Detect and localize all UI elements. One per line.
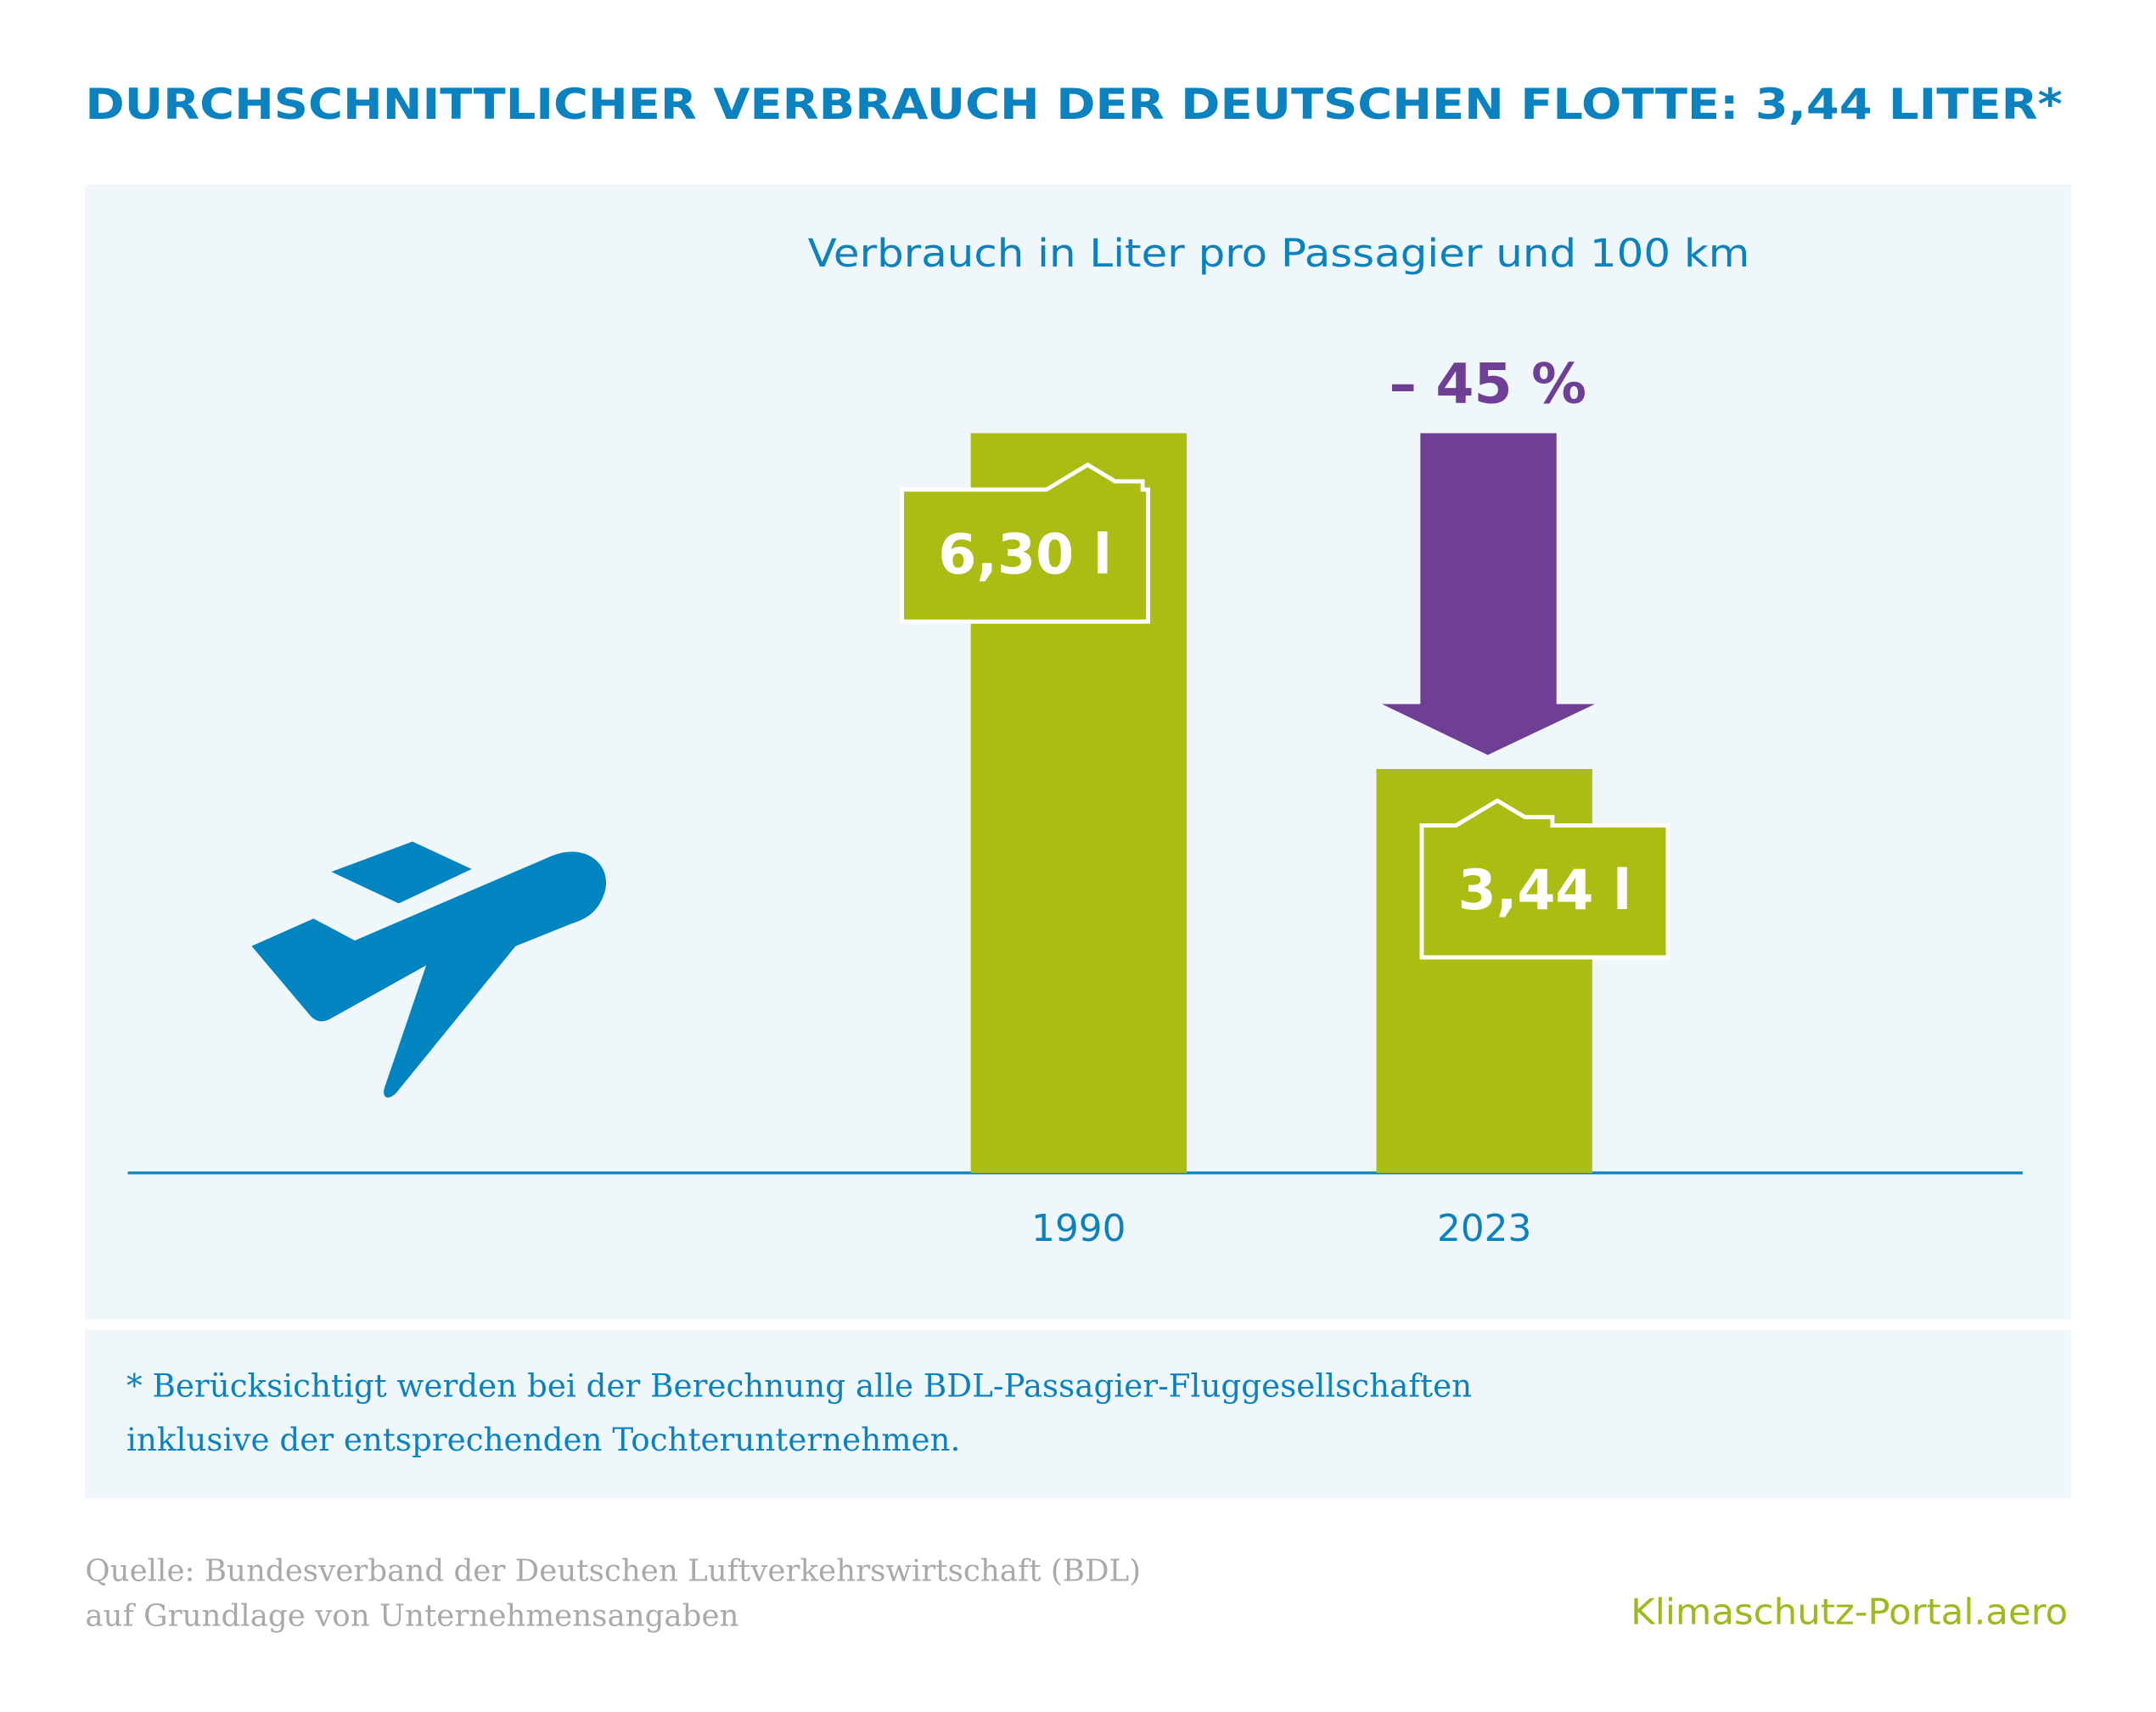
source: auf Grundlage von Unternehmensangaben [85,1599,738,1634]
x-tick-label: 1990 [1031,1207,1126,1250]
reduction-arrow [1381,433,1596,755]
plane-icon [251,851,607,1098]
chart-subtitle: Verbrauch in Liter pro Passagier und 100… [808,231,1750,276]
brand: Klimaschutz-Portal.aero [1631,1591,2068,1632]
source: Quelle: Bundesverband der Deutschen Luft… [85,1553,1141,1588]
plane-icon-wing [331,841,472,904]
annotation: – 45 % [1389,353,1586,417]
footnote: * Berücksichtigt werden bei der Berechnu… [126,1367,1472,1405]
value-label-box [900,462,1151,624]
footnote: inklusive der entsprechenden Tochterunte… [126,1421,960,1458]
footnote-panel [85,1329,2071,1499]
chart-title: DURCHSCHNITTLICHER VERBRAUCH DER DEUTSCH… [85,79,2062,129]
value-label: 3,44 l [1458,859,1632,923]
x-tick-label: 2023 [1437,1207,1531,1250]
value-label: 6,30 l [938,523,1112,587]
value-label-box [1419,798,1670,960]
